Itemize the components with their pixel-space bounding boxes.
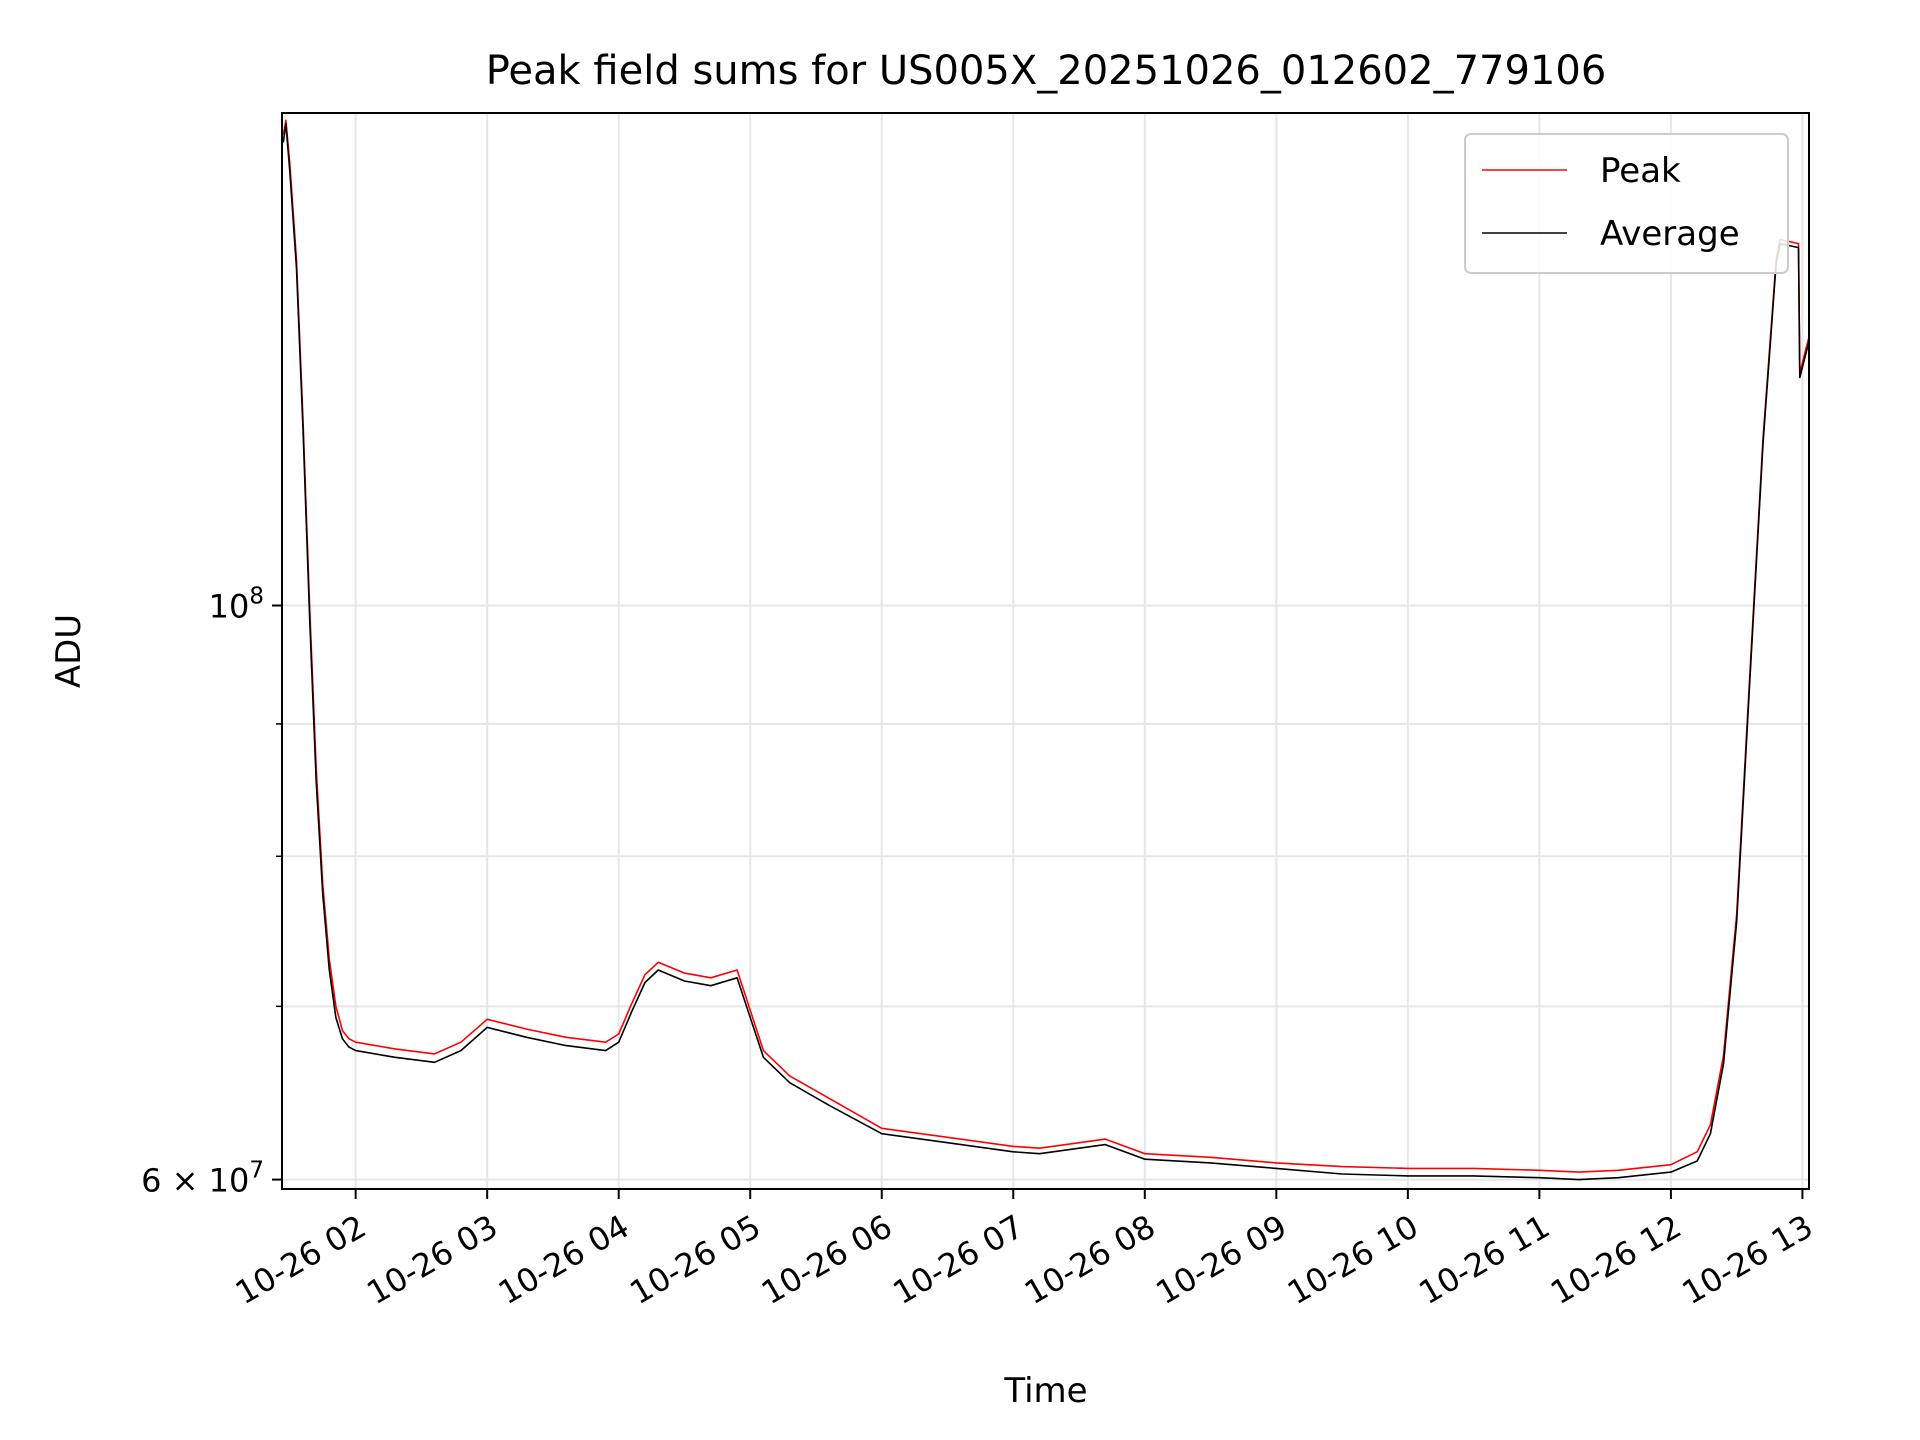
series-line-average bbox=[282, 123, 1810, 1181]
y-axis-label: ADU bbox=[49, 614, 89, 688]
y-tick-label-exponent: 7 bbox=[249, 1158, 264, 1184]
legend-box bbox=[1464, 133, 1789, 274]
plot-lines bbox=[282, 119, 1810, 1181]
series-line-peak bbox=[282, 119, 1810, 1173]
y-tick-label-base: 6 × 10 bbox=[141, 1162, 249, 1200]
x-axis-label: Time bbox=[1003, 1371, 1087, 1411]
chart-title: Peak field sums for US005X_20251026_0126… bbox=[486, 48, 1607, 94]
y-tick-label-base: 10 bbox=[209, 588, 250, 626]
grid bbox=[282, 113, 1809, 1189]
y-axis: 6 × 107 108 bbox=[141, 584, 282, 1200]
legend-average-label: Average bbox=[1600, 214, 1740, 254]
y-tick-label: 6 × 107 bbox=[141, 1158, 264, 1200]
axes-frame bbox=[281, 112, 1810, 1190]
y-tick-label-exponent: 8 bbox=[249, 584, 264, 610]
legend-peak-label: Peak bbox=[1600, 151, 1681, 191]
y-tick-label: 108 bbox=[209, 584, 264, 626]
legend: Peak Average bbox=[1464, 133, 1789, 274]
